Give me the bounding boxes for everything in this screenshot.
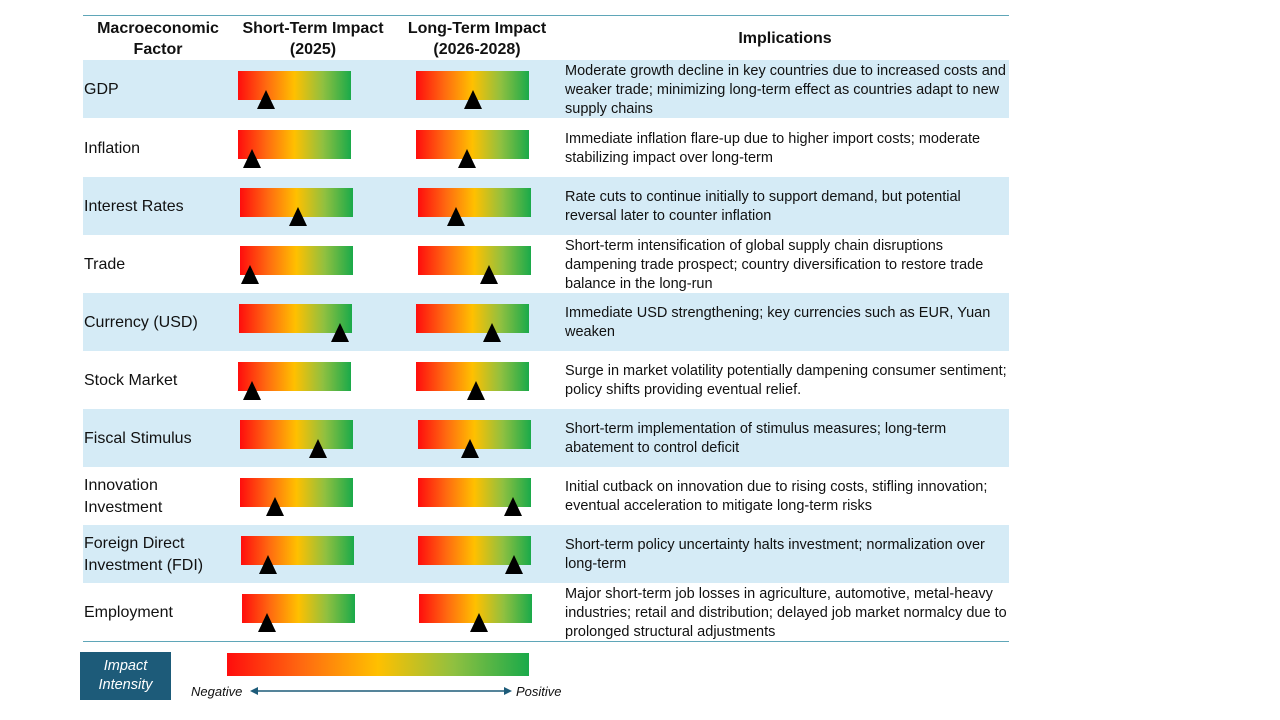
table-row: GDP Moderate growth decline in key countr… (83, 60, 1009, 118)
table-row: Foreign Direct Investment (FDI) Short-ter… (83, 525, 1009, 583)
short-term-gauge (238, 71, 351, 100)
long-term-marker (466, 381, 485, 400)
long-term-marker (457, 149, 476, 168)
factor-label: Stock Market (84, 372, 178, 389)
header-long-term: Long-Term Impact (2026-2028) (407, 20, 547, 58)
long-term-marker (469, 613, 488, 632)
factor-label: GDP (84, 81, 119, 98)
short-term-gauge (241, 536, 354, 565)
short-term-marker (259, 555, 278, 574)
legend-gradient-bar (227, 653, 529, 676)
table-bottom-rule (83, 641, 1009, 642)
legend-title: Impact Intensity (80, 652, 171, 700)
short-term-gauge (240, 478, 353, 507)
long-term-marker (447, 207, 466, 226)
factor-label: Trade (84, 256, 126, 273)
implication-text: Initial cutback on innovation due to ris… (565, 479, 988, 514)
long-term-marker (482, 323, 501, 342)
factor-label: Inflation (84, 140, 141, 157)
short-term-marker (242, 149, 261, 168)
implication-text: Immediate USD strengthening; key currenc… (565, 305, 991, 340)
short-term-marker (330, 323, 349, 342)
implication-text: Surge in market volatility potentially d… (565, 363, 1007, 398)
header-short-term: Short-Term Impact (2025) (242, 20, 384, 58)
table-row: Innovation Investment Initial cutback on … (83, 467, 1009, 525)
table-top-rule (83, 15, 1009, 16)
factor-label: Foreign Direct Investment (FDI) (84, 535, 204, 574)
legend-negative-label: Negative (191, 684, 243, 699)
long-term-marker (463, 90, 482, 109)
header-implications: Implications (738, 30, 832, 47)
factor-label: Fiscal Stimulus (84, 430, 192, 447)
table-header: Macroeconomic Factor Short-Term Impact (… (83, 16, 1009, 60)
long-term-marker (460, 439, 479, 458)
short-term-marker (257, 613, 276, 632)
factor-label: Interest Rates (84, 198, 184, 215)
table-row: Interest Rates Rate cuts to continue init… (83, 177, 1009, 235)
factor-label: Currency (USD) (84, 314, 198, 331)
legend-positive-label: Positive (516, 684, 562, 699)
short-term-marker (266, 497, 285, 516)
legend-double-arrow-icon (250, 687, 512, 695)
table-row: Stock Market Surge in market volatility p… (83, 351, 1009, 409)
implication-text: Short-term intensification of global sup… (565, 238, 984, 292)
table-row: Trade Short-term intensification of globa… (83, 235, 1009, 293)
short-term-gauge (240, 420, 353, 449)
implication-text: Rate cuts to continue initially to suppo… (565, 189, 961, 224)
short-term-marker (308, 439, 327, 458)
short-term-marker (241, 265, 260, 284)
table-row: Currency (USD) Immediate USD strengthenin… (83, 293, 1009, 351)
implication-text: Moderate growth decline in key countries… (565, 63, 1006, 117)
table-row: Employment Major short-term job losses in… (83, 583, 1009, 641)
short-term-marker (242, 381, 261, 400)
table-row: Fiscal Stimulus Short-term implementation… (83, 409, 1009, 467)
long-term-gauge (416, 304, 529, 333)
table-row: Inflation Immediate inflation flare-up du… (83, 119, 1009, 177)
long-term-marker (480, 265, 499, 284)
long-term-gauge (418, 246, 531, 275)
factor-label: Innovation Investment (84, 477, 163, 516)
header-factor: Macroeconomic Factor (97, 20, 219, 58)
short-term-marker (257, 90, 276, 109)
long-term-gauge (418, 188, 531, 217)
long-term-marker (503, 497, 522, 516)
short-term-marker (288, 207, 307, 226)
implication-text: Major short-term job losses in agricultu… (565, 586, 1007, 640)
implication-text: Short-term implementation of stimulus me… (565, 421, 947, 456)
implication-text: Immediate inflation flare-up due to high… (565, 131, 981, 166)
long-term-marker (505, 555, 524, 574)
factor-label: Employment (84, 604, 173, 621)
implication-text: Short-term policy uncertainty halts inve… (565, 537, 985, 572)
